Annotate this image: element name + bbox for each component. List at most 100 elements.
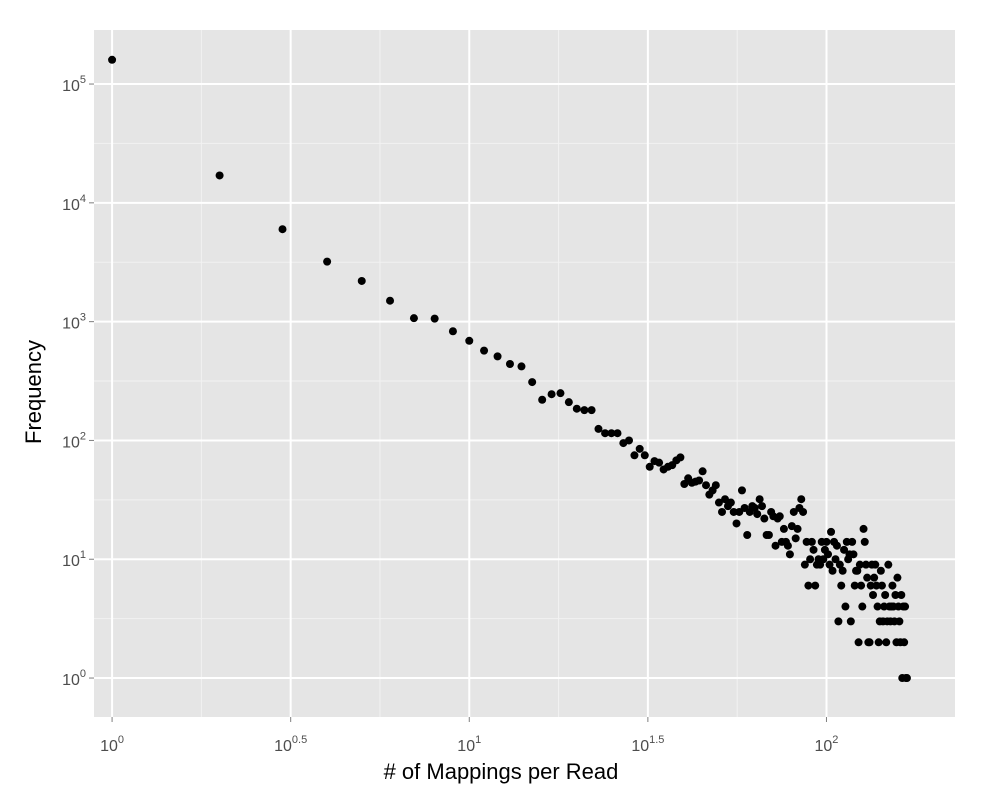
data-point	[711, 481, 720, 490]
data-point	[613, 429, 622, 438]
y-tick-label: 103	[62, 312, 86, 333]
data-point	[834, 617, 843, 626]
data-point	[828, 566, 837, 575]
data-point	[811, 581, 820, 590]
data-point	[827, 527, 836, 536]
data-point	[895, 617, 904, 626]
data-point	[718, 507, 727, 516]
data-point	[779, 524, 788, 533]
data-point	[893, 573, 902, 582]
data-point	[729, 507, 738, 516]
data-point	[640, 451, 649, 460]
data-point	[809, 545, 818, 554]
data-point	[676, 453, 685, 462]
data-point	[607, 429, 616, 438]
data-point	[564, 398, 573, 407]
data-point	[835, 560, 844, 569]
data-point	[806, 555, 815, 564]
minor-gridlines	[94, 30, 955, 717]
data-point	[594, 424, 603, 433]
data-point	[357, 276, 366, 285]
data-point	[859, 524, 868, 533]
data-point	[732, 519, 741, 528]
data-point	[635, 444, 644, 453]
data-point	[556, 389, 565, 398]
data-point	[863, 573, 872, 582]
data-point	[824, 550, 833, 559]
data-point	[857, 581, 866, 590]
data-point	[783, 541, 792, 550]
data-point	[873, 602, 882, 611]
data-point	[480, 346, 489, 355]
data-point	[323, 257, 332, 266]
data-point	[871, 560, 880, 569]
data-point	[877, 581, 886, 590]
data-point	[528, 378, 537, 387]
data-point	[702, 481, 711, 490]
data-point	[822, 537, 831, 546]
data-point	[870, 573, 879, 582]
data-point	[409, 314, 418, 323]
data-point	[838, 566, 847, 575]
data-point	[789, 507, 798, 516]
data-point	[825, 560, 834, 569]
data-point	[800, 560, 809, 569]
data-point	[793, 524, 802, 533]
data-point	[897, 591, 906, 600]
data-point	[215, 171, 224, 180]
data-point	[721, 495, 730, 504]
data-points	[108, 55, 911, 683]
y-axis-title: Frequency	[21, 340, 46, 444]
data-point	[855, 560, 864, 569]
data-point	[386, 296, 395, 305]
data-point	[726, 498, 735, 507]
data-point	[866, 581, 875, 590]
data-point	[771, 541, 780, 550]
data-point	[493, 352, 502, 361]
x-tick-label: 102	[815, 734, 839, 755]
data-point	[882, 638, 891, 647]
data-point	[785, 550, 794, 559]
y-tick-label: 104	[62, 193, 86, 214]
data-point	[572, 404, 581, 413]
data-point	[505, 360, 514, 368]
data-point	[791, 534, 800, 543]
y-tick-label: 100	[62, 668, 86, 689]
data-point	[108, 55, 117, 64]
data-point	[538, 395, 547, 404]
x-tick-label: 100	[100, 734, 124, 755]
data-point	[881, 591, 890, 600]
data-point	[901, 602, 910, 611]
data-point	[861, 560, 870, 569]
x-axis-ticks: 100 100.5 101 101.5 102	[100, 717, 838, 755]
data-point	[799, 507, 808, 516]
data-point	[760, 514, 769, 523]
data-point	[797, 495, 806, 504]
x-axis-title: # of Mappings per Read	[384, 759, 619, 784]
data-point	[645, 462, 654, 471]
data-point	[758, 502, 767, 511]
data-point	[832, 541, 841, 550]
y-axis-ticks: 100 101 102 103 104 105	[62, 74, 94, 689]
data-point	[840, 545, 849, 554]
data-point	[775, 512, 784, 521]
data-point	[891, 591, 900, 600]
data-point	[874, 638, 883, 647]
data-point	[737, 486, 746, 495]
data-point	[764, 530, 773, 539]
data-point	[854, 638, 863, 647]
data-point	[655, 458, 664, 467]
data-point	[865, 638, 874, 647]
data-point	[698, 467, 707, 476]
data-point	[465, 336, 474, 345]
data-point	[625, 436, 633, 445]
data-point	[888, 581, 897, 590]
data-point	[858, 602, 867, 611]
data-point	[900, 638, 909, 647]
data-point	[587, 406, 596, 415]
data-point	[807, 537, 816, 546]
data-point	[580, 406, 589, 415]
data-point	[860, 537, 869, 546]
data-point	[902, 674, 911, 683]
